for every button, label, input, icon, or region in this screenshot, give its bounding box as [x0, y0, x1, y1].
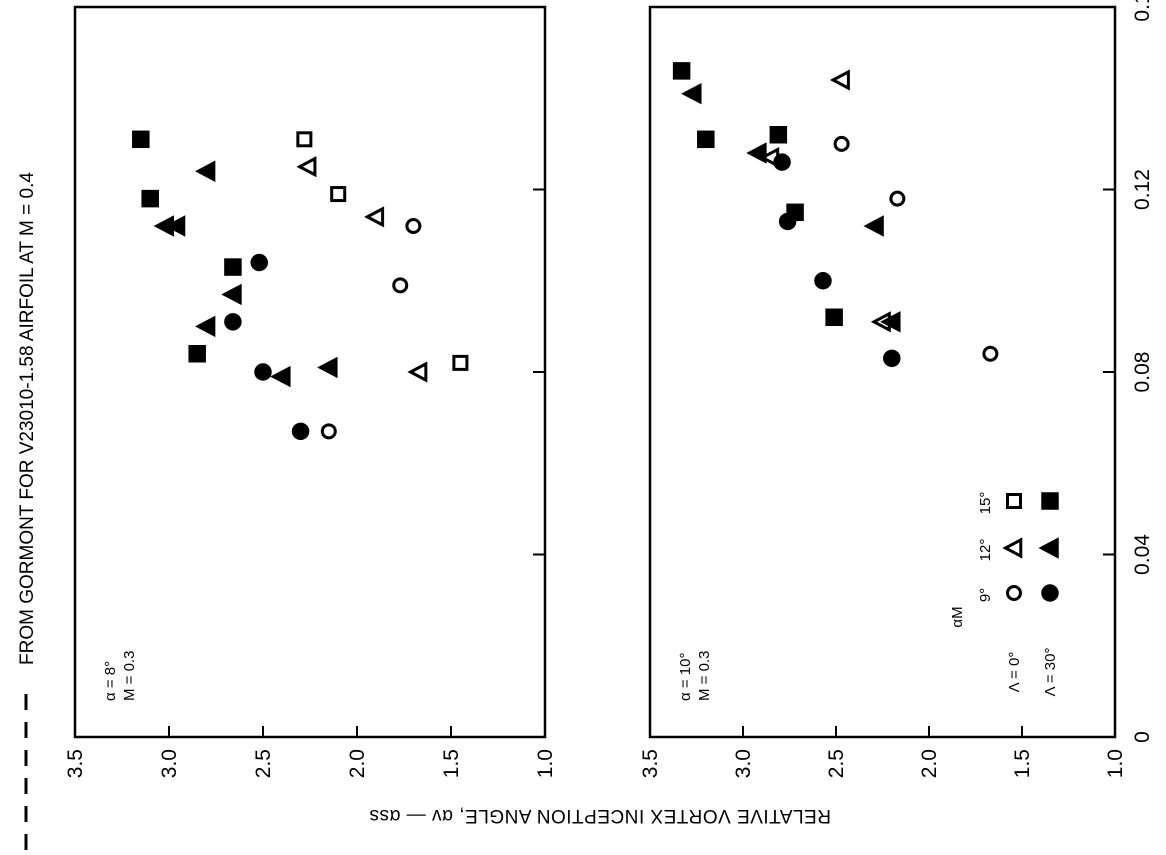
- data-point-square-filled: [188, 345, 206, 363]
- reference-line-label: FROM GORMONT FOR V23010-1.58 AIRFOIL AT …: [17, 172, 38, 665]
- panel-note: α = 8° M = 0.3: [102, 651, 138, 701]
- data-point-square-filled: [672, 62, 691, 80]
- data-point-triangle-filled: [194, 160, 216, 182]
- legend-marker-triangle-open: [1002, 537, 1023, 559]
- legend-marker-circle-open: [1006, 585, 1022, 601]
- y-tick-label: 3.5: [64, 749, 87, 778]
- axis-ticks: [74, 6, 1116, 738]
- y-axis-title-group: RELATIVE VORTEX INCEPTION ANGLE, αv — αs…: [369, 805, 831, 826]
- data-point-circle-filled: [814, 272, 832, 290]
- data-point-triangle-open: [829, 69, 850, 91]
- legend-column-label: 9°: [977, 588, 994, 602]
- data-point-circle-filled: [250, 253, 268, 272]
- panel-note: α = 10° M = 0.3: [677, 651, 713, 701]
- data-point-circle-open: [982, 345, 999, 362]
- data-point-triangle-filled: [194, 315, 216, 338]
- y-tick-label: 3.0: [158, 749, 181, 778]
- marker-legend: αM 9° 12° 15° Λ = 0° Λ = 30°: [949, 492, 1059, 697]
- legend-marker-square-open: [1006, 493, 1022, 509]
- data-point-square-filled: [697, 130, 715, 149]
- reference-line-legend: FROM GORMONT FOR V23010-1.58 AIRFOIL AT …: [17, 172, 38, 850]
- x-tick-label: 0.04: [1131, 534, 1154, 575]
- upper-panel-frame: [73, 5, 547, 739]
- data-point-circle-filled: [773, 153, 791, 171]
- data-point-triangle-filled: [164, 215, 186, 237]
- data-point-square-filled: [825, 308, 843, 326]
- data-point-triangle-filled: [317, 356, 338, 379]
- data-point-circle-filled: [254, 363, 272, 381]
- data-point-triangle-open: [407, 361, 428, 383]
- panel-note-line: α = 8°: [102, 661, 119, 701]
- legend-row-label: Λ = 30°: [1042, 648, 1059, 697]
- data-point-triangle-filled: [880, 311, 901, 333]
- data-point-triangle-filled: [681, 82, 702, 105]
- y-tick-label: 3.0: [732, 749, 755, 778]
- data-point-square-open: [452, 354, 469, 371]
- data-point-circle-filled: [883, 349, 901, 368]
- panel-note-line: α = 10°: [677, 653, 694, 701]
- data-point-triangle-filled: [863, 215, 884, 237]
- data-point-circle-filled: [291, 422, 310, 441]
- y-tick-label: 2.0: [918, 749, 941, 778]
- data-point-circle-open: [889, 190, 906, 207]
- y-axis-title: RELATIVE VORTEX INCEPTION ANGLE, αv — αs…: [369, 805, 831, 826]
- x-tick-label: 0.1: [1131, 0, 1154, 22]
- legend-column-label: 12°: [977, 539, 994, 562]
- x-tick-label: 0.12: [1131, 169, 1154, 210]
- data-point-square-filled: [224, 258, 242, 276]
- legend-marker-triangle-filled: [1038, 537, 1059, 559]
- panel-notes: α = 8° M = 0.3 α = 10° M = 0.3: [102, 651, 713, 701]
- data-point-square-filled: [132, 130, 150, 149]
- data-point-square-open: [330, 186, 347, 203]
- data-point-circle-open: [392, 277, 409, 294]
- y-tick-label: 2.0: [346, 749, 369, 778]
- panel-note-line: M = 0.3: [121, 651, 138, 701]
- y-tick-label: 1.5: [440, 749, 463, 778]
- legend-marker-circle-filled: [1041, 584, 1059, 602]
- lower-panel-frame: [648, 5, 1117, 739]
- panel-note-line: M = 0.3: [696, 651, 713, 701]
- data-point-triangle-filled: [221, 283, 242, 306]
- data-point-triangle-filled: [153, 215, 174, 237]
- y-tick-label: 2.5: [252, 749, 275, 778]
- y-tick-label: 1.0: [1104, 749, 1127, 778]
- data-point-triangle-filled: [270, 365, 291, 388]
- y-tick-label: 1.0: [534, 749, 557, 778]
- data-point-square-filled: [769, 126, 788, 144]
- x-tick-label: 0: [1131, 731, 1154, 743]
- y-tick-label: 3.5: [639, 749, 662, 778]
- x-tick-label: 0.08: [1131, 352, 1154, 393]
- data-points: [132, 62, 999, 441]
- legend-column-label: 15°: [977, 492, 994, 515]
- data-point-triangle-filled: [746, 142, 767, 164]
- data-point-circle-open: [405, 218, 422, 234]
- legend-title: αM: [949, 606, 966, 627]
- legend-row-label: Λ = 0°: [1006, 652, 1023, 693]
- data-point-square-open: [296, 131, 313, 148]
- y-tick-label: 2.5: [825, 749, 848, 778]
- legend-marker-square-filled: [1041, 492, 1059, 510]
- data-point-square-filled: [786, 203, 804, 222]
- data-point-triangle-open: [296, 156, 317, 178]
- y-tick-label: 1.5: [1011, 749, 1034, 778]
- axis-tick-labels: 3.5 3.0 2.5 2.0 1.5 1.0 3.5 3.0 2.5 2.0 1.5 1.0 0 0.0…: [64, 0, 1154, 778]
- data-point-circle-open: [320, 423, 337, 440]
- data-point-circle-filled: [224, 313, 242, 331]
- data-point-circle-open: [833, 135, 850, 152]
- data-point-square-filled: [141, 189, 159, 208]
- data-point-triangle-open: [364, 206, 385, 228]
